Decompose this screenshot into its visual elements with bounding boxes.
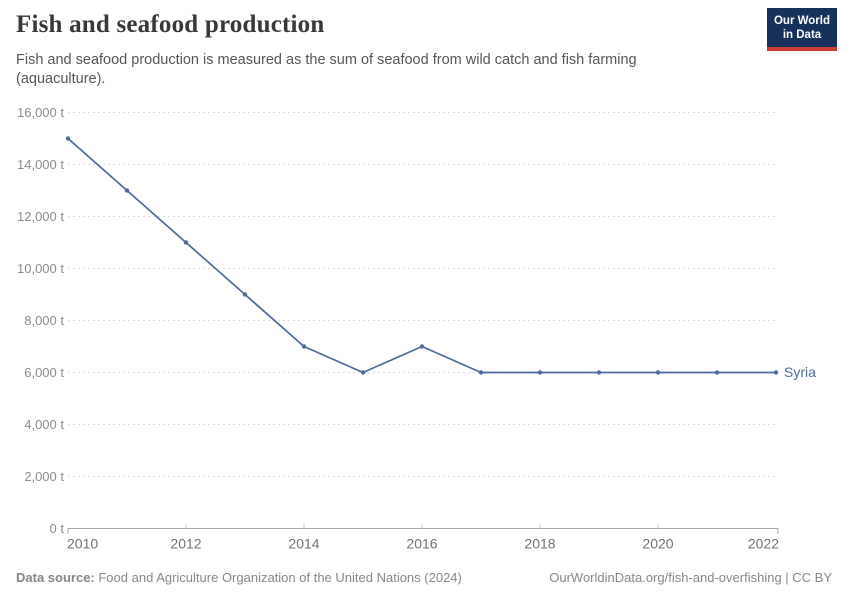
series-label: Syria	[784, 364, 816, 380]
svg-text:12,000 t: 12,000 t	[17, 209, 64, 224]
svg-text:2022: 2022	[748, 536, 779, 552]
svg-text:2016: 2016	[406, 536, 437, 552]
data-source: Data source: Food and Agriculture Organi…	[16, 570, 462, 585]
svg-text:2012: 2012	[170, 536, 201, 552]
svg-text:2020: 2020	[642, 536, 673, 552]
chart-footer: Data source: Food and Agriculture Organi…	[16, 570, 832, 585]
owid-logo-line2: in Data	[782, 29, 822, 41]
svg-text:2010: 2010	[67, 536, 98, 552]
svg-text:2,000 t: 2,000 t	[24, 469, 64, 484]
owid-logo[interactable]: Our World in Data	[767, 8, 837, 51]
svg-text:4,000 t: 4,000 t	[24, 417, 64, 432]
page-title: Fish and seafood production	[16, 11, 325, 38]
svg-text:0 t: 0 t	[50, 521, 65, 536]
owid-url-link[interactable]: OurWorldinData.org/fish-and-overfishing …	[549, 570, 832, 585]
svg-text:10,000 t: 10,000 t	[17, 261, 64, 276]
chart-subtitle: Fish and seafood production is measured …	[16, 52, 637, 87]
svg-text:6,000 t: 6,000 t	[24, 365, 64, 380]
svg-text:2014: 2014	[288, 536, 319, 552]
svg-text:2018: 2018	[524, 536, 555, 552]
svg-text:14,000 t: 14,000 t	[17, 157, 64, 172]
data-source-text: Food and Agriculture Organization of the…	[94, 570, 462, 585]
svg-text:16,000 t: 16,000 t	[17, 105, 64, 120]
svg-text:8,000 t: 8,000 t	[24, 313, 64, 328]
data-source-label: Data source:	[16, 570, 95, 585]
owid-logo-line1: Our World	[773, 15, 830, 27]
